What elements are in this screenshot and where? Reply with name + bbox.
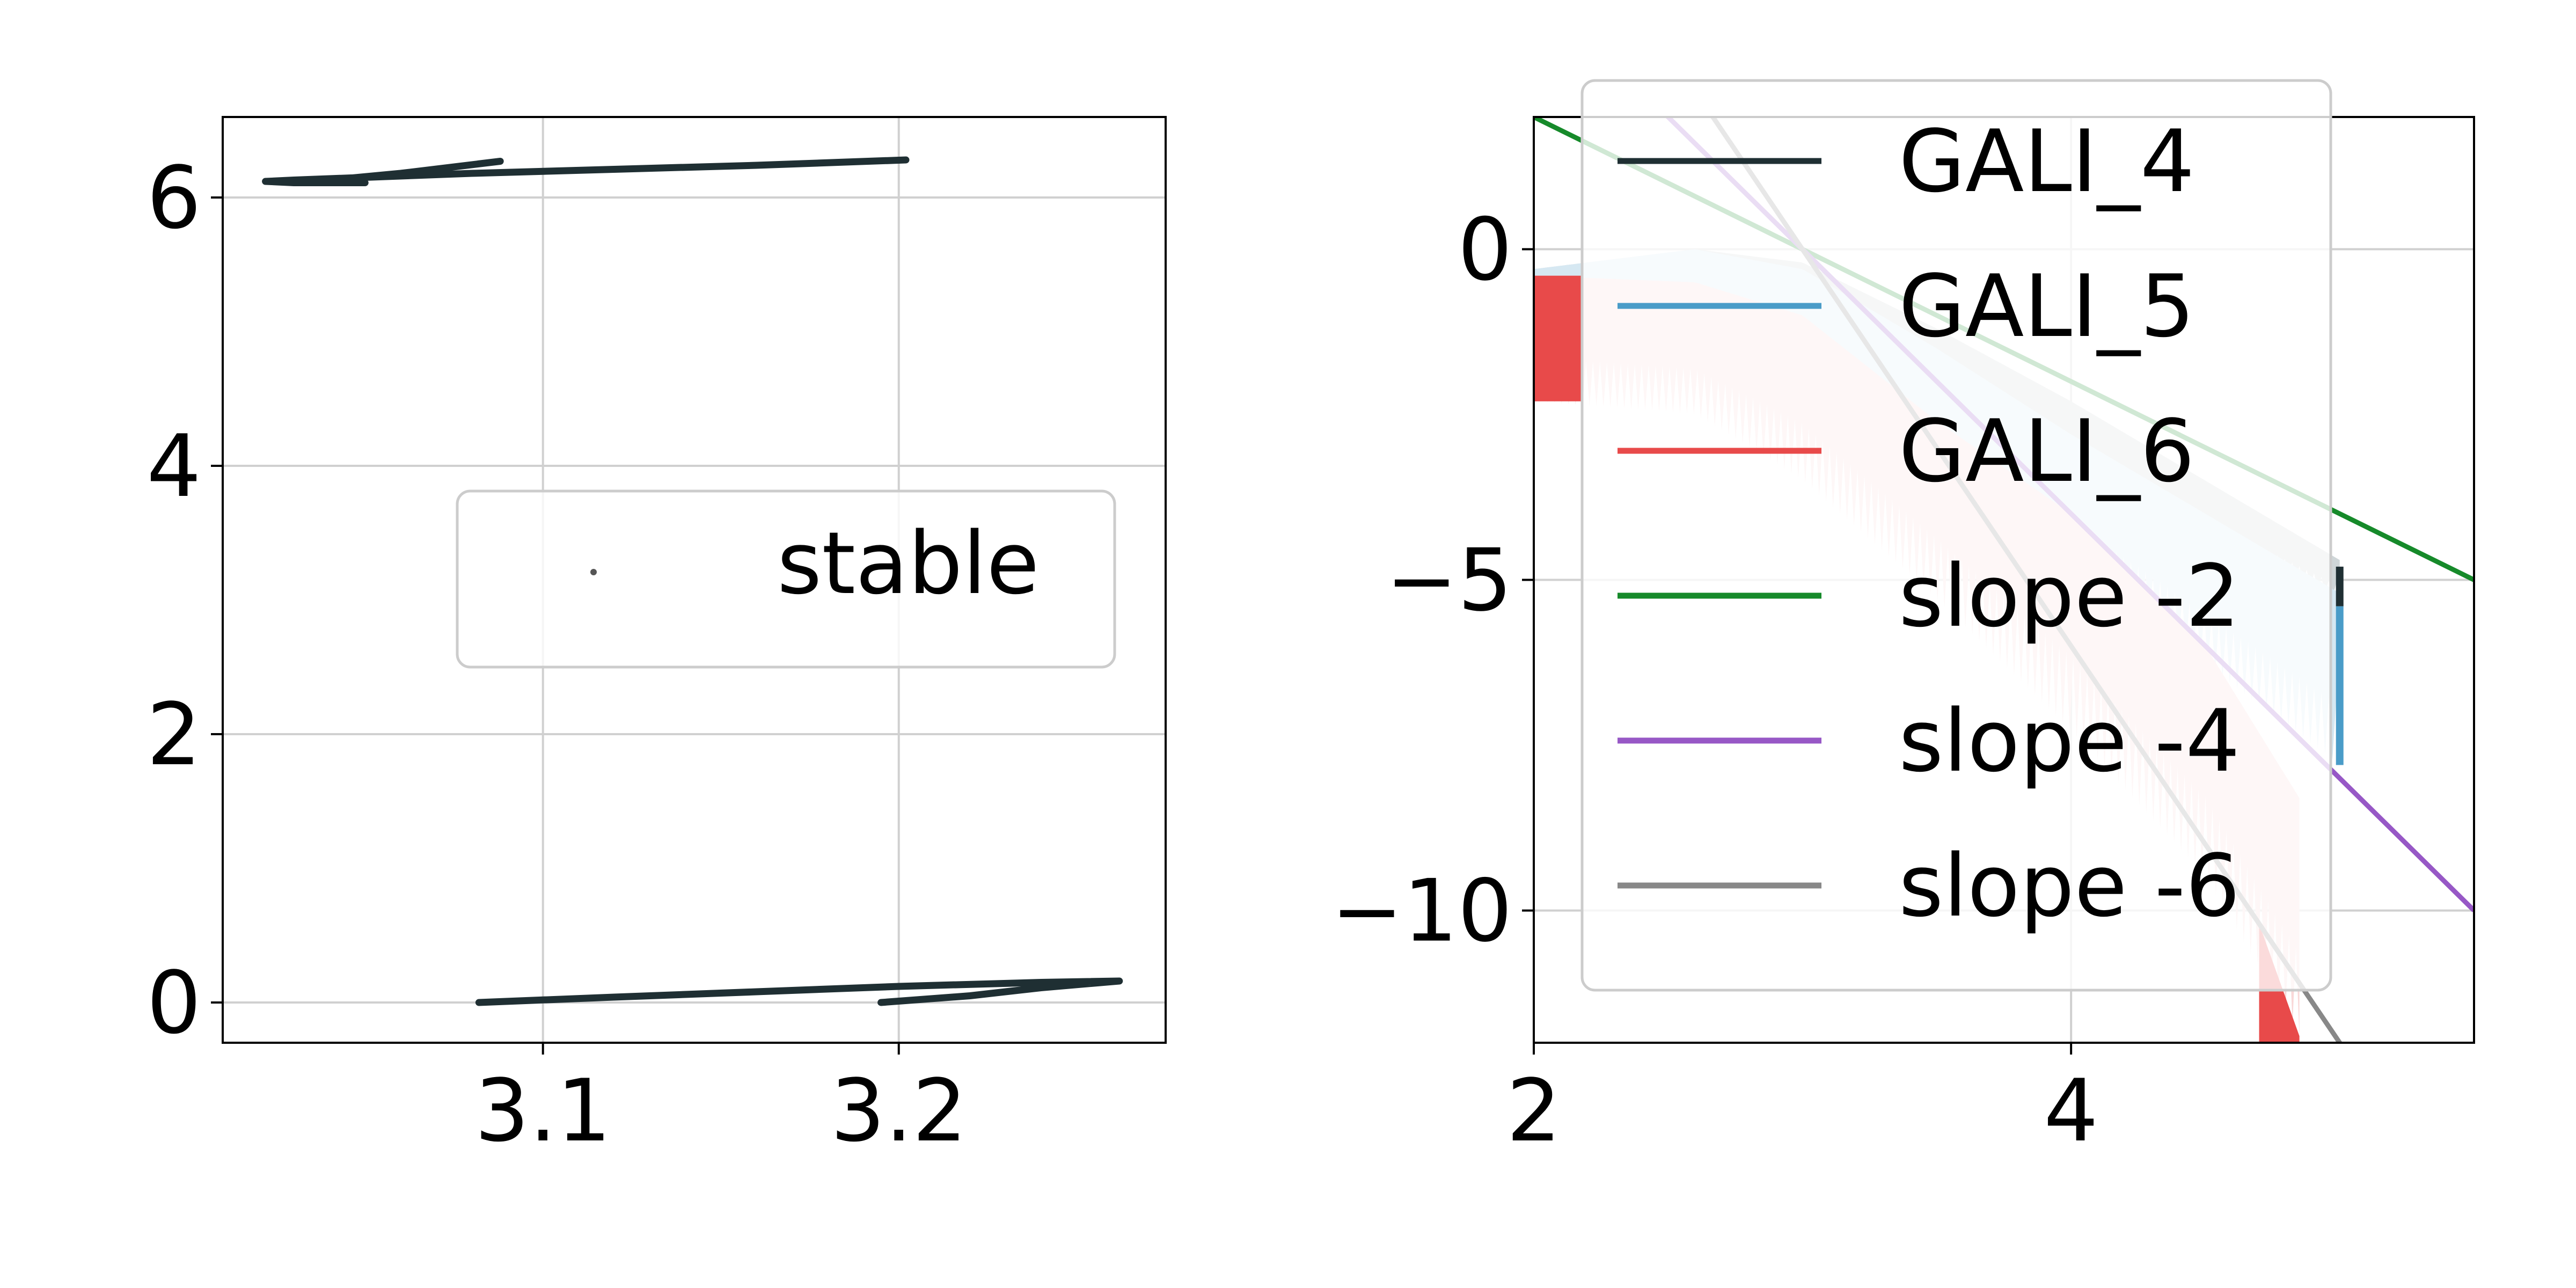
stable-orbit-bottom	[475, 977, 1123, 1006]
left-axis-ticks: 3.1 3.2 0 2 4 6	[147, 148, 967, 1161]
left-ytick-label: 4	[147, 416, 201, 516]
legend-label-slope-2: slope -2	[1899, 546, 2240, 646]
right-xtick-label: 2	[1506, 1060, 1561, 1161]
left-xtick-label: 3.1	[474, 1060, 611, 1161]
left-ytick-label: 0	[147, 953, 201, 1053]
left-legend: stable	[456, 489, 1116, 669]
left-plot-frame	[222, 116, 1167, 1044]
legend-label-gali6: GALI_6	[1899, 401, 2195, 501]
legend-label-stable: stable	[777, 513, 1040, 613]
legend-label-slope-6: slope -6	[1899, 836, 2240, 936]
left-xtick-label: 3.2	[831, 1060, 967, 1161]
right-ytick-label: −10	[1331, 861, 1512, 961]
left-series-stable	[262, 156, 1123, 1006]
legend-label-gali4: GALI_4	[1899, 111, 2195, 211]
right-xtick-label: 4	[2044, 1060, 2098, 1161]
stable-orbit-top	[262, 156, 910, 186]
right-ytick-label: 0	[1458, 199, 1512, 299]
legend-label-gali5: GALI_5	[1899, 256, 2195, 356]
left-ytick-label: 2	[147, 684, 201, 785]
left-ytick-label: 6	[147, 148, 201, 248]
right-ytick-label: −5	[1386, 530, 1512, 631]
left-legend-box	[456, 489, 1116, 669]
legend-marker-stable	[590, 569, 597, 575]
right-axis-ticks: 2 4 0 −5 −10	[1331, 199, 2098, 1161]
left-chart: 3.1 3.2 0 2 4 6 stable	[147, 116, 1167, 1161]
gali6-start-block	[1534, 275, 1583, 401]
legend-label-slope-4: slope -4	[1899, 691, 2240, 791]
